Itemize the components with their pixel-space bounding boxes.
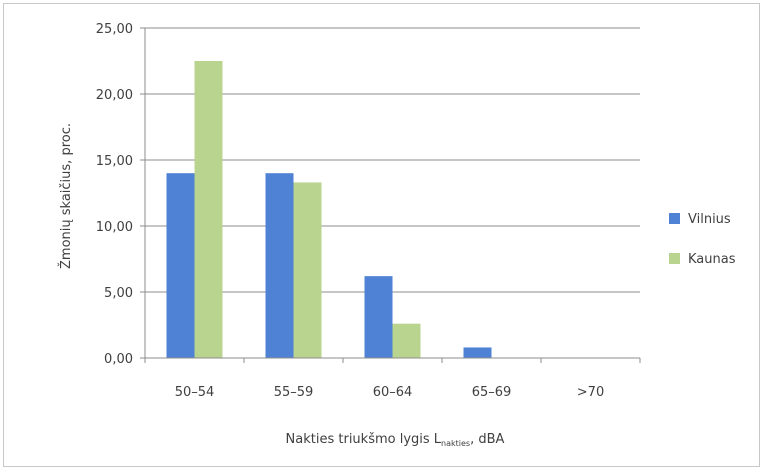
legend-label-vilnius: Vilnius [688, 212, 731, 227]
x-tick-label: >70 [577, 385, 604, 400]
bar-kaunas-2 [392, 323, 421, 358]
x-tick-label: 60–64 [373, 385, 413, 400]
y-tick-label: 20,00 [96, 88, 133, 103]
legend: Vilnius Kaunas [669, 212, 736, 267]
chart-frame [3, 3, 760, 467]
y-tick-label: 15,00 [96, 154, 133, 169]
x-axis-title-unit: , dBA [470, 432, 504, 447]
gridlines [140, 27, 640, 359]
x-axis-title-subscript: nakties [441, 439, 470, 448]
bar-vilnius-1 [265, 173, 294, 358]
x-axis-title: Nakties triukšmo lygis Lnakties, dBA [286, 432, 505, 448]
bars [166, 61, 492, 358]
axes [144, 28, 641, 363]
bar-vilnius-3 [463, 347, 492, 358]
bar-kaunas-1 [293, 182, 322, 358]
bar-kaunas-0 [194, 61, 223, 358]
y-tick-label: 5,00 [104, 286, 133, 301]
bar-vilnius-2 [364, 276, 393, 358]
x-axis-title-main: Nakties triukšmo lygis L [286, 432, 442, 447]
bar-vilnius-0 [166, 173, 195, 358]
y-tick-label: 25,00 [96, 22, 133, 37]
y-tick-label: 10,00 [96, 220, 133, 235]
legend-swatch-vilnius [669, 213, 680, 224]
x-tick-label: 65–69 [472, 385, 512, 400]
y-tick-labels: 0,00 5,00 10,00 15,00 20,00 25,00 [96, 22, 133, 367]
legend-swatch-kaunas [669, 253, 680, 264]
x-tick-labels: 50–54 55–59 60–64 65–69 >70 [175, 385, 605, 400]
y-axis-title: Žmonių skaičius, proc. [58, 123, 74, 269]
x-tick-label: 55–59 [274, 385, 314, 400]
x-tick-label: 50–54 [175, 385, 215, 400]
legend-label-kaunas: Kaunas [688, 252, 736, 267]
y-tick-label: 0,00 [104, 352, 133, 367]
